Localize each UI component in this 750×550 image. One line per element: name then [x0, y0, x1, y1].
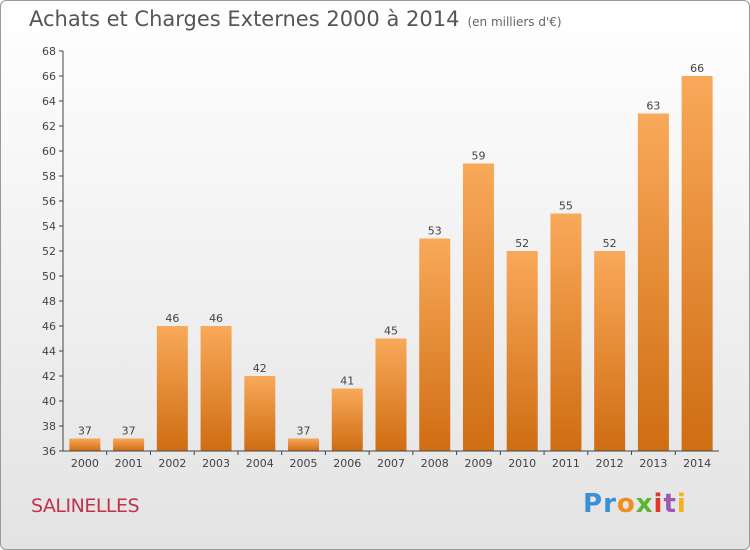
data-label: 59	[471, 150, 485, 163]
x-tick-label: 2002	[158, 457, 186, 470]
bar	[637, 113, 669, 451]
bar	[113, 438, 145, 451]
data-label: 45	[384, 325, 398, 338]
y-tick-label: 52	[42, 245, 56, 258]
data-label: 63	[646, 100, 660, 113]
y-tick-label: 60	[42, 145, 56, 158]
logo-letter: o	[616, 489, 636, 519]
data-label: 37	[78, 425, 92, 438]
data-label: 53	[428, 225, 442, 238]
x-tick-label: 2006	[333, 457, 361, 470]
logo-letter: P	[583, 489, 604, 519]
x-axis: 2000 2001 2002 2003 2004 2005 2006 2007 2008 2009…	[63, 450, 719, 470]
data-label: 52	[603, 237, 617, 250]
x-tick-label: 2001	[115, 457, 143, 470]
bar	[594, 251, 626, 451]
city-name: SALINELLES	[31, 495, 140, 517]
bar	[200, 326, 232, 451]
y-tick-label: 40	[42, 395, 56, 408]
y-tick-label: 50	[42, 270, 56, 283]
y-tick-label: 48	[42, 295, 56, 308]
data-label: 46	[209, 312, 223, 325]
y-tick-label: 38	[42, 420, 56, 433]
logo-letter: x	[635, 489, 654, 519]
x-tick-label: 2000	[71, 457, 99, 470]
bar	[331, 388, 363, 451]
y-axis: 36 38 40 42 44 46 48 50 52 54 56 58 60 62 64 66 68	[42, 45, 64, 458]
y-tick-label: 62	[42, 120, 56, 133]
x-tick-label: 2007	[377, 457, 405, 470]
bar	[156, 326, 188, 451]
chart-unit: (en milliers d'€)	[467, 15, 562, 29]
bar	[419, 238, 451, 451]
y-tick-label: 66	[42, 70, 56, 83]
x-tick-label: 2012	[596, 457, 624, 470]
chart-title: Achats et Charges Externes 2000 à 2014 (e…	[29, 7, 562, 31]
y-tick-label: 42	[42, 370, 56, 383]
bar	[550, 213, 582, 451]
y-tick-label: 56	[42, 195, 56, 208]
x-tick-label: 2010	[508, 457, 536, 470]
bars: 37 37 46 46 42 37 41 45 53 59 52 55 52 63 66	[69, 62, 713, 451]
data-label: 41	[340, 375, 354, 388]
x-tick-label: 2011	[552, 457, 580, 470]
logo-letter: i	[653, 489, 664, 519]
y-tick-label: 46	[42, 320, 56, 333]
data-label: 55	[559, 200, 573, 213]
x-tick-label: 2014	[683, 457, 711, 470]
proxiti-logo: Proxiti	[583, 489, 687, 519]
bar	[288, 438, 320, 451]
x-tick-label: 2004	[246, 457, 274, 470]
logo-letter: t	[663, 489, 677, 519]
bar	[506, 251, 538, 451]
bar	[244, 376, 276, 451]
x-tick-label: 2008	[421, 457, 449, 470]
y-tick-label: 54	[42, 220, 56, 233]
x-tick-label: 2009	[464, 457, 492, 470]
y-tick-label: 64	[42, 95, 56, 108]
y-tick-label: 44	[42, 345, 56, 358]
y-tick-label: 36	[42, 445, 56, 458]
y-tick-label: 68	[42, 45, 56, 58]
data-label: 37	[297, 425, 311, 438]
data-label: 52	[515, 237, 529, 250]
data-label: 37	[122, 425, 136, 438]
x-tick-label: 2013	[639, 457, 667, 470]
bar	[69, 438, 101, 451]
data-label: 42	[253, 362, 267, 375]
data-label: 46	[165, 312, 179, 325]
bar	[375, 338, 407, 451]
x-tick-label: 2003	[202, 457, 230, 470]
x-tick-label: 2005	[290, 457, 318, 470]
bar	[681, 76, 713, 451]
logo-letter: r	[603, 489, 617, 519]
chart-title-text: Achats et Charges Externes 2000 à 2014	[29, 7, 460, 31]
data-label: 66	[690, 62, 704, 75]
bar	[462, 163, 494, 451]
logo-letter: i	[676, 489, 687, 519]
y-tick-label: 58	[42, 170, 56, 183]
